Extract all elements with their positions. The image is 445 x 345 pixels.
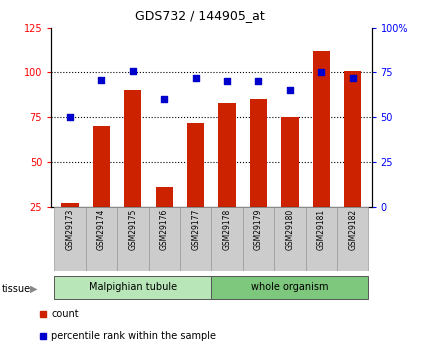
FancyBboxPatch shape [211, 207, 243, 271]
Point [66, 115, 73, 120]
Bar [61, 204, 79, 207]
Text: GSM29178: GSM29178 [222, 209, 231, 250]
Text: GSM29181: GSM29181 [317, 209, 326, 250]
FancyBboxPatch shape [180, 207, 211, 271]
Text: GSM29177: GSM29177 [191, 209, 200, 250]
FancyBboxPatch shape [54, 276, 211, 299]
FancyBboxPatch shape [211, 276, 368, 299]
Text: GSM29176: GSM29176 [160, 209, 169, 250]
Bar [313, 51, 330, 207]
Text: percentile rank within the sample: percentile rank within the sample [51, 332, 216, 341]
FancyBboxPatch shape [274, 207, 306, 271]
Point [255, 79, 262, 84]
Bar [344, 71, 361, 207]
Text: GSM29180: GSM29180 [285, 209, 295, 250]
Text: GSM29175: GSM29175 [128, 209, 138, 250]
Point [98, 77, 105, 82]
Text: GDS732 / 144905_at: GDS732 / 144905_at [135, 9, 265, 22]
Text: GSM29179: GSM29179 [254, 209, 263, 250]
Bar [187, 123, 204, 207]
Bar [281, 117, 299, 207]
Text: ▶: ▶ [30, 284, 38, 294]
Text: GSM29182: GSM29182 [348, 209, 357, 250]
Text: GSM29174: GSM29174 [97, 209, 106, 250]
FancyBboxPatch shape [243, 207, 274, 271]
Text: tissue: tissue [2, 284, 31, 294]
Point [161, 97, 168, 102]
FancyBboxPatch shape [117, 207, 149, 271]
FancyBboxPatch shape [86, 207, 117, 271]
Bar [250, 99, 267, 207]
Bar [218, 103, 236, 207]
Text: count: count [51, 309, 79, 319]
Point [286, 88, 293, 93]
Bar [156, 187, 173, 207]
Text: Malpighian tubule: Malpighian tubule [89, 282, 177, 292]
Point [129, 68, 137, 73]
Point [318, 70, 325, 75]
Point [223, 79, 231, 84]
FancyBboxPatch shape [337, 207, 368, 271]
Text: whole organism: whole organism [251, 282, 329, 292]
Point [192, 75, 199, 81]
FancyBboxPatch shape [149, 207, 180, 271]
Text: GSM29173: GSM29173 [65, 209, 74, 250]
FancyBboxPatch shape [54, 207, 86, 271]
Point [349, 75, 356, 81]
Bar [124, 90, 142, 207]
Bar [93, 126, 110, 207]
FancyBboxPatch shape [306, 207, 337, 271]
